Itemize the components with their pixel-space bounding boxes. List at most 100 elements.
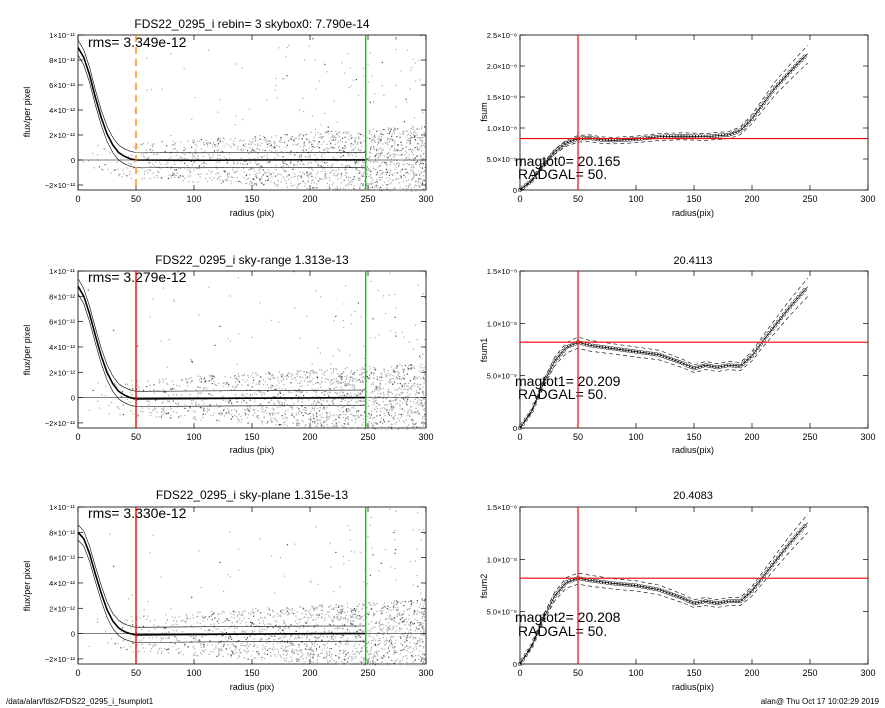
pixel-point	[351, 181, 353, 183]
pixel-point	[395, 367, 397, 369]
pixel-point	[221, 151, 224, 153]
pixel-point	[417, 182, 419, 184]
pixel-point	[379, 410, 382, 413]
pixel-point	[333, 659, 335, 662]
pixel-point	[282, 629, 284, 631]
pixel-point	[312, 38, 314, 40]
pixel-point	[200, 173, 202, 175]
pixel-point	[267, 169, 269, 171]
pixel-point	[346, 408, 348, 410]
pixel-point	[400, 649, 402, 652]
pixel-point	[273, 147, 275, 149]
pixel-point	[301, 401, 303, 403]
pixel-point	[296, 638, 298, 640]
pixel-point	[420, 539, 422, 541]
pixel-point	[333, 172, 335, 175]
pixel-point	[303, 643, 306, 645]
pixel-point	[350, 622, 352, 624]
pixel-point	[191, 146, 193, 149]
x-axis-label: radius (pix)	[230, 682, 275, 692]
pixel-point	[306, 635, 308, 637]
pixel-point	[313, 400, 316, 402]
pixel-point	[392, 174, 394, 176]
pixel-point	[411, 66, 413, 69]
pixel-point	[300, 650, 302, 652]
pixel-point	[404, 641, 406, 643]
pixel-point	[416, 619, 419, 621]
pixel-point	[371, 186, 374, 188]
pixel-point	[147, 142, 149, 144]
pixel-point	[280, 136, 282, 139]
pixel-point	[423, 533, 425, 535]
pixel-point	[394, 154, 396, 156]
pixel-point	[229, 295, 231, 297]
pixel-point	[407, 185, 410, 187]
pixel-point	[355, 78, 358, 81]
pixel-point	[278, 412, 280, 414]
pixel-point	[321, 404, 323, 406]
fsum-point	[651, 351, 656, 356]
pixel-point	[412, 169, 414, 171]
pixel-point	[309, 157, 312, 160]
pixel-point	[183, 620, 185, 622]
pixel-point	[285, 646, 287, 648]
pixel-point	[262, 405, 264, 408]
pixel-point	[421, 598, 423, 600]
pixel-point	[250, 183, 253, 185]
pixel-point	[136, 380, 138, 382]
fsum-point	[552, 358, 557, 364]
pixel-point	[419, 645, 421, 647]
pixel-point	[207, 145, 209, 147]
pixel-point	[279, 556, 282, 559]
x-tick-label: 250	[360, 194, 375, 204]
pixel-point	[265, 642, 268, 644]
pixel-point	[405, 176, 407, 178]
pixel-point	[178, 615, 180, 617]
pixel-point	[395, 376, 397, 378]
fsum-point	[744, 358, 749, 364]
pixel-point	[385, 397, 387, 399]
pixel-scatter	[88, 508, 427, 666]
pixel-point	[171, 624, 173, 626]
x-tick-label: 150	[244, 668, 259, 678]
pixel-point	[230, 146, 232, 148]
pixel-point	[113, 382, 116, 385]
pixel-point	[164, 150, 166, 153]
pixel-point	[345, 384, 347, 387]
pixel-point	[405, 146, 407, 149]
pixel-point	[370, 372, 373, 374]
pixel-point	[321, 639, 323, 641]
pixel-point	[327, 416, 329, 418]
pixel-point	[396, 609, 398, 611]
pixel-point	[241, 419, 243, 421]
pixel-point	[336, 160, 338, 162]
pixel-point	[291, 412, 294, 414]
pixel-point	[365, 184, 368, 186]
pixel-point	[370, 414, 372, 416]
pixel-point	[416, 185, 418, 187]
pixel-point	[300, 380, 302, 382]
pixel-point	[422, 629, 425, 631]
pixel-point	[319, 383, 321, 385]
pixel-point	[234, 386, 236, 388]
pixel-point	[386, 187, 388, 189]
pixel-point	[194, 418, 196, 420]
pixel-point	[166, 145, 168, 147]
pixel-point	[396, 364, 398, 367]
pixel-point	[386, 170, 388, 172]
pixel-point	[313, 418, 315, 420]
pixel-point	[222, 409, 225, 411]
pixel-point	[420, 157, 422, 159]
pixel-point	[381, 379, 383, 382]
pixel-point	[354, 427, 357, 429]
pixel-point	[371, 657, 373, 659]
pixel-point	[399, 382, 401, 385]
pixel-point	[374, 388, 376, 391]
pixel-point	[170, 176, 172, 179]
pixel-point	[191, 157, 193, 159]
pixel-point	[375, 639, 377, 641]
pixel-point	[319, 604, 321, 606]
y-tick-label: 6×10⁻¹²	[49, 318, 75, 327]
pixel-point	[371, 410, 373, 412]
pixel-point	[410, 178, 412, 181]
